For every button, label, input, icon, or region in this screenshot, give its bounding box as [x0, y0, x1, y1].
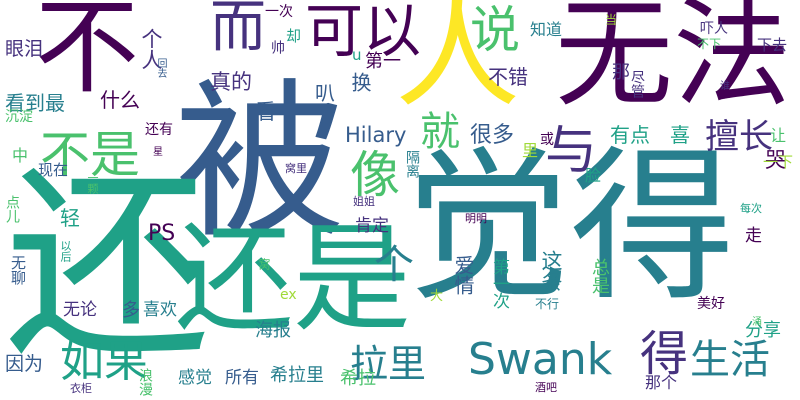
word-cloud-word: 生活 — [690, 337, 770, 383]
word-cloud-word: 多 — [122, 300, 140, 321]
word-cloud-word: 有点 — [610, 123, 650, 147]
word-cloud-word: 眼泪 — [5, 38, 44, 60]
word-cloud-word: Swank — [468, 334, 613, 385]
word-cloud-word: PS — [148, 221, 176, 246]
word-cloud-word: 当 — [605, 13, 618, 27]
word-cloud-word: 擅长 — [705, 117, 773, 157]
word-cloud-word: 与 — [545, 121, 598, 181]
word-cloud-word: 喜欢 — [143, 300, 177, 320]
word-cloud-word: 还 — [5, 148, 210, 386]
word-cloud-word: 回去 — [155, 58, 166, 78]
word-cloud-word: 真的 — [210, 70, 252, 94]
word-cloud-word: 吓人 — [700, 21, 728, 37]
word-cloud-word: 看到最 — [5, 91, 65, 115]
word-cloud-word: 无法 — [555, 0, 792, 123]
word-cloud-word: 中 — [12, 146, 29, 165]
word-cloud-word: 第一次 — [489, 258, 509, 309]
word-cloud-word: 窝 — [257, 258, 271, 270]
word-cloud-word: 个人 — [139, 28, 163, 70]
word-cloud-word: 像 — [350, 146, 400, 204]
word-cloud-word: 被 — [175, 64, 346, 262]
word-cloud-word: 不行 — [535, 297, 560, 311]
word-cloud-word: 一次 — [265, 4, 293, 20]
word-cloud-word: 第一 — [365, 51, 401, 72]
word-cloud-word: 不 — [35, 0, 140, 108]
word-cloud-word: 以后 — [59, 240, 72, 262]
word-cloud-word: u — [352, 46, 362, 64]
word-cloud-word: 拉里 — [350, 342, 427, 386]
word-cloud-word: 个 — [367, 243, 413, 283]
word-cloud-word: 所有 — [225, 368, 259, 388]
word-cloud-word: 感觉 — [178, 368, 212, 388]
word-cloud-word: 那 — [609, 62, 630, 80]
word-cloud-word: 尽管 — [629, 70, 645, 98]
word-cloud-word: 姐姐 — [353, 195, 375, 208]
word-cloud-word: 知道 — [530, 20, 563, 39]
word-cloud-word: 下去 — [757, 36, 788, 54]
word-cloud-word: 叭 — [315, 81, 335, 105]
word-cloud-word: 海报 — [255, 320, 291, 341]
word-cloud-word: 希拉 — [340, 368, 376, 389]
word-cloud-word: 还是 — [175, 210, 412, 348]
word-cloud-word: 如果 — [60, 336, 148, 387]
word-cloud-word: 轻 — [60, 206, 80, 230]
word-cloud-word: 明明 — [465, 212, 487, 225]
word-cloud-word: 而 — [210, 0, 266, 60]
word-cloud-word: 不是 — [40, 126, 140, 184]
word-cloud-word: 那个 — [645, 373, 678, 392]
word-cloud-word: 这条 — [539, 250, 563, 292]
word-cloud-word: 一下 — [763, 153, 794, 171]
word-cloud-word: 哭 — [765, 148, 786, 172]
word-cloud-word: 觉得 — [405, 131, 735, 323]
word-cloud-word: 脸 — [585, 166, 602, 185]
word-cloud-word: 什么 — [100, 88, 140, 112]
word-cloud-word: 得 — [640, 326, 689, 382]
word-cloud-word: 浪漫 — [137, 368, 153, 396]
word-cloud-word: 希拉里 — [270, 365, 324, 386]
word-cloud-word: 走 — [745, 226, 762, 246]
word-cloud-word: 肯定 — [355, 216, 389, 236]
word-cloud-word: 却 — [284, 28, 302, 43]
word-cloud-word: 美好 — [697, 296, 725, 312]
word-cloud-word: 酒吧 — [535, 381, 557, 394]
word-cloud-word: 看 — [255, 100, 276, 124]
word-cloud-word: 不错 — [488, 65, 528, 89]
word-cloud-word: 涌 — [752, 317, 762, 328]
word-cloud-word: 不下 — [697, 37, 722, 51]
word-cloud-word: 说 — [470, 1, 520, 59]
word-cloud-word: 因为 — [5, 353, 44, 375]
word-cloud-word: 分享 — [745, 320, 781, 341]
word-cloud-word: 窝里 — [285, 162, 307, 175]
word-cloud-word: 衣柜 — [70, 382, 92, 395]
word-cloud-word: 每次 — [740, 202, 762, 215]
word-cloud-word: Hilary — [345, 123, 407, 147]
word-cloud-word: 隔离 — [404, 150, 420, 178]
word-cloud-word: 无论 — [63, 300, 97, 320]
word-cloud-word: 让 — [770, 126, 787, 145]
word-cloud-word: 或 — [540, 132, 554, 148]
word-cloud-word: 现在 — [38, 161, 69, 179]
word-cloud-word: 大 — [430, 289, 444, 304]
word-cloud-word: 总是 — [589, 258, 610, 294]
word-cloud-word: ex — [280, 287, 297, 303]
word-cloud-word: 还有 — [145, 122, 173, 138]
word-cloud-word: 点儿 — [4, 195, 20, 223]
word-cloud-word: 就 — [420, 109, 460, 155]
word-cloud-word: 可以 — [305, 0, 422, 65]
word-cloud-word: 沉淀 — [5, 109, 33, 125]
word-cloud-word: 人 — [395, 0, 520, 125]
word-cloud-word: 谁 — [720, 81, 730, 92]
word-cloud-word: 喜 — [670, 123, 690, 147]
word-cloud-word: 爱情 — [451, 255, 475, 295]
word-cloud-word: 一颗 — [86, 172, 99, 194]
word-cloud-word: 换 — [348, 72, 372, 92]
word-cloud-word: 很多 — [470, 123, 515, 148]
word-cloud-word: 无聊 — [9, 255, 27, 285]
word-cloud-word: 里 — [522, 141, 539, 160]
word-cloud-word: 帅 — [269, 40, 285, 54]
word-cloud-word: 星 — [153, 147, 163, 158]
